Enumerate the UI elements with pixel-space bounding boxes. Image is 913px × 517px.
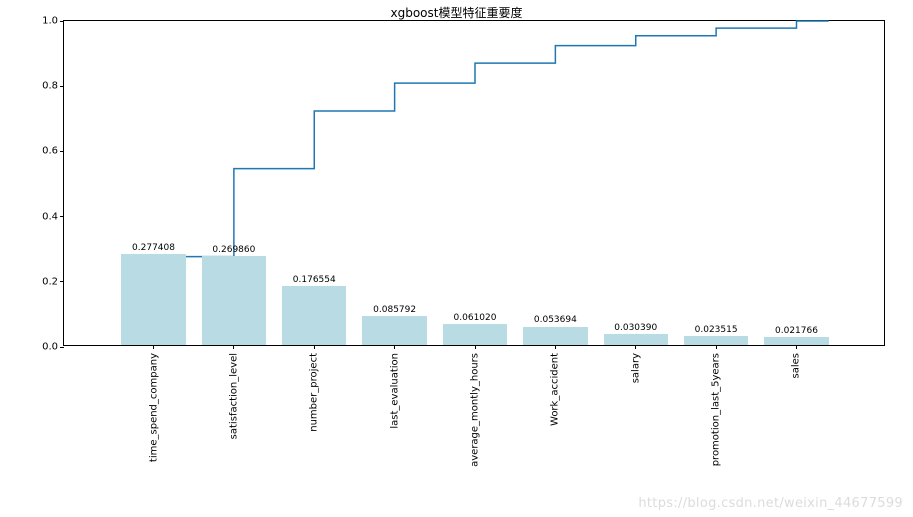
xtick-label: satisfaction_level bbox=[228, 353, 239, 439]
ytick-mark bbox=[60, 281, 64, 282]
bar bbox=[684, 336, 748, 345]
xtick-mark bbox=[394, 345, 395, 349]
xtick-mark bbox=[233, 345, 234, 349]
xtick-mark bbox=[555, 345, 556, 349]
bar-value-label: 0.030390 bbox=[614, 323, 657, 333]
ytick-mark bbox=[60, 21, 64, 22]
ytick-mark bbox=[60, 347, 64, 348]
bar bbox=[443, 324, 507, 345]
xtick-mark bbox=[153, 345, 154, 349]
xtick-label: salary bbox=[630, 353, 641, 383]
bar-value-label: 0.061020 bbox=[454, 313, 497, 323]
xtick-mark bbox=[716, 345, 717, 349]
xtick-label: time_spend_company bbox=[148, 353, 159, 462]
watermark-text: https://blog.csdn.net/weixin_44677599 bbox=[638, 496, 903, 511]
bar-value-label: 0.085792 bbox=[373, 305, 416, 315]
bar-value-label: 0.023515 bbox=[695, 325, 738, 335]
bar-value-label: 0.269860 bbox=[212, 245, 255, 255]
chart-title: xgboost模型特征重要度 bbox=[0, 4, 913, 21]
figure: xgboost模型特征重要度 0.00.20.40.60.81.00.27740… bbox=[0, 0, 913, 517]
axes-area: 0.00.20.40.60.81.00.277408time_spend_com… bbox=[63, 20, 885, 346]
ytick-label: 1.0 bbox=[42, 16, 58, 27]
xtick-mark bbox=[475, 345, 476, 349]
ytick-mark bbox=[60, 151, 64, 152]
ytick-mark bbox=[60, 86, 64, 87]
xtick-label: average_montly_hours bbox=[470, 353, 481, 467]
cumulative-step-line bbox=[154, 21, 829, 257]
ytick-label: 0.6 bbox=[42, 146, 58, 157]
bar bbox=[764, 337, 828, 345]
ytick-label: 0.4 bbox=[42, 211, 58, 222]
xtick-label: promotion_last_5years bbox=[711, 353, 722, 466]
ytick-label: 0.0 bbox=[42, 342, 58, 353]
bar-value-label: 0.021766 bbox=[775, 326, 818, 336]
bar-value-label: 0.053694 bbox=[534, 315, 577, 325]
xtick-label: number_project bbox=[309, 353, 320, 432]
bar bbox=[523, 327, 587, 346]
xtick-mark bbox=[796, 345, 797, 349]
bar-value-label: 0.277408 bbox=[132, 243, 175, 253]
xtick-mark bbox=[314, 345, 315, 349]
xtick-label: last_evaluation bbox=[389, 353, 400, 429]
ytick-label: 0.2 bbox=[42, 276, 58, 287]
bar bbox=[202, 256, 266, 345]
cumulative-line bbox=[64, 21, 886, 347]
ytick-mark bbox=[60, 216, 64, 217]
bar bbox=[604, 334, 668, 345]
xtick-label: Work_accident bbox=[550, 353, 561, 426]
bar bbox=[282, 286, 346, 345]
bar bbox=[121, 254, 185, 345]
ytick-label: 0.8 bbox=[42, 81, 58, 92]
bar bbox=[362, 316, 426, 345]
xtick-label: sales bbox=[791, 353, 802, 378]
bar-value-label: 0.176554 bbox=[293, 275, 336, 285]
xtick-mark bbox=[635, 345, 636, 349]
